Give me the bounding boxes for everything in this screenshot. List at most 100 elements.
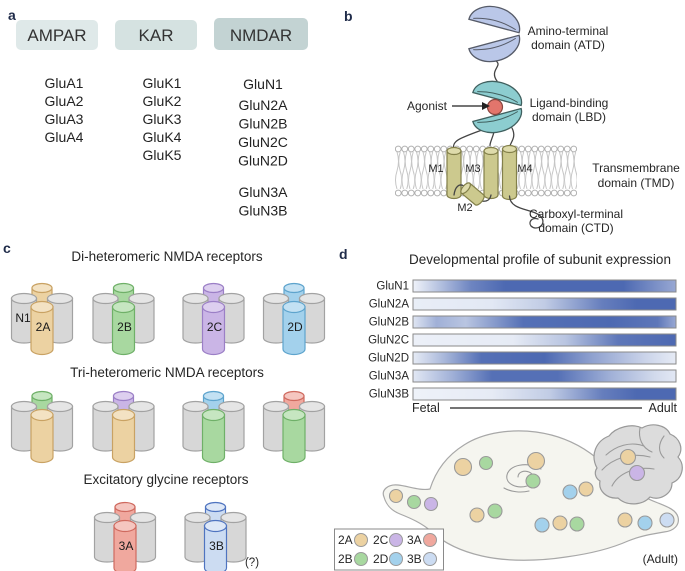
bar-label-glun2c: GluN2C bbox=[368, 335, 409, 347]
expression-bar-glun3b bbox=[412, 387, 677, 401]
di-heteromeric-title: Di-heteromeric NMDA receptors bbox=[71, 249, 263, 264]
agonist-ball bbox=[486, 98, 504, 116]
kar-header-box bbox=[115, 20, 197, 50]
m2-label: M2 bbox=[457, 202, 472, 214]
legend-swatch-3a bbox=[423, 533, 437, 547]
panel-letter-c: c bbox=[3, 240, 11, 256]
brain-circle-2c bbox=[423, 496, 439, 512]
receptor-subunit-label: 2C bbox=[207, 320, 223, 334]
panel-b: b bbox=[344, 5, 680, 235]
subunit-label: GluN3B bbox=[238, 203, 287, 219]
glun1-subunit-label: N1 bbox=[15, 311, 31, 325]
legend-swatch-2c bbox=[389, 533, 403, 547]
expression-bar-glun2d bbox=[412, 351, 677, 365]
m1-helix bbox=[446, 146, 462, 200]
subunit-label: GluK1 bbox=[143, 75, 182, 91]
ctd-label-line1: Carboxyl-terminal bbox=[529, 207, 623, 221]
hippocampus-line bbox=[503, 487, 530, 493]
subunit-label: GluK2 bbox=[143, 93, 182, 109]
brain-circle-2a bbox=[453, 457, 473, 477]
receptor-subunit-label: 2A bbox=[36, 320, 51, 334]
subunit-label: GluN1 bbox=[243, 76, 283, 92]
nmdar-header-box bbox=[214, 18, 308, 50]
lbd-domain bbox=[472, 80, 523, 134]
atd-label-line1: Amino-terminal bbox=[528, 24, 609, 38]
brain-circle-2a bbox=[619, 448, 637, 466]
legend-swatch-3b bbox=[423, 552, 437, 566]
agonist-arrowhead-icon bbox=[482, 102, 490, 110]
tmd-label-line2: domain (TMD) bbox=[598, 176, 675, 190]
subunit-label: GluN2A bbox=[238, 97, 288, 113]
expression-bar-glun1 bbox=[412, 279, 677, 293]
subunit-label: GluN2C bbox=[238, 134, 288, 150]
bar-label-glun1: GluN1 bbox=[376, 281, 409, 293]
brain-diagram bbox=[382, 424, 683, 561]
expression-bars: GluN1 GluN2A GluN2B GluN2C GluN2D GluN3A GluN3… bbox=[368, 279, 677, 401]
brain-circle-2d bbox=[562, 484, 578, 500]
adult-note: (Adult) bbox=[643, 552, 678, 566]
expression-bar-glun2c bbox=[412, 333, 677, 347]
adult-axis-label: Adult bbox=[649, 401, 678, 415]
subunit-label: GluN2D bbox=[238, 153, 288, 169]
hippocampus-spiral bbox=[506, 464, 542, 488]
receptor-subunit-label: 3B bbox=[209, 539, 224, 553]
subunit-label: GluK5 bbox=[143, 147, 182, 163]
legend-label-2d: 2D bbox=[373, 552, 389, 566]
bar-label-glun3a: GluN3A bbox=[369, 371, 410, 383]
atd-lbd-linker bbox=[493, 60, 499, 82]
bar-label-glun3b: GluN3B bbox=[369, 389, 410, 401]
legend-swatch-2a bbox=[354, 533, 368, 547]
panel-letter-d: d bbox=[339, 246, 348, 262]
subunit-label: GluA3 bbox=[45, 111, 84, 127]
legend-label-3a: 3A bbox=[407, 533, 422, 547]
m2-helix bbox=[460, 182, 485, 206]
glycine-receptors-title: Excitatory glycine receptors bbox=[83, 472, 248, 487]
legend-swatch-2b bbox=[354, 552, 368, 566]
brain-circle-2a bbox=[526, 451, 546, 471]
subunit-label: GluA2 bbox=[45, 93, 84, 109]
fetal-axis-label: Fetal bbox=[412, 401, 440, 415]
bar-label-glun2b: GluN2B bbox=[369, 317, 410, 329]
tri-heteromeric-receptor-4 bbox=[262, 390, 326, 464]
legend-swatch-2d bbox=[389, 552, 403, 566]
cerebellum-folds bbox=[601, 427, 665, 487]
brain-circle-2a bbox=[578, 481, 594, 497]
ctd-tail bbox=[508, 195, 544, 229]
m1-label: M1 bbox=[428, 163, 443, 175]
glycine-receptor-3B: 3B bbox=[184, 501, 247, 571]
panel-letter-b: b bbox=[344, 8, 353, 24]
m4-label: M4 bbox=[517, 163, 532, 175]
tmd-label-line1: Transmembrane bbox=[592, 161, 680, 175]
brain-circle-2b bbox=[406, 494, 422, 510]
di-heteromeric-receptor-2C: 2C bbox=[182, 282, 245, 356]
panel-a: a AMPAR KAR NMDAR GluA1 GluA2 GluA3 GluA… bbox=[8, 7, 308, 219]
brain-circle-2a bbox=[552, 515, 568, 531]
lbd-label-line1: Ligand-binding bbox=[530, 96, 609, 110]
ampar-header: AMPAR bbox=[27, 26, 86, 45]
panel-d: d Developmental profile of subunit expre… bbox=[334, 246, 683, 571]
ctd-label-line2: domain (CTD) bbox=[538, 221, 613, 235]
m3-label: M3 bbox=[465, 163, 480, 175]
legend-label-2b: 2B bbox=[338, 552, 353, 566]
brain-circle-3b bbox=[659, 512, 675, 528]
tri-heteromeric-title: Tri-heteromeric NMDA receptors bbox=[70, 365, 264, 380]
expression-bar-glun2b bbox=[412, 315, 677, 329]
di-heteromeric-receptor-2D: 2D bbox=[262, 282, 326, 356]
receptor-subunit-label: 2B bbox=[117, 320, 132, 334]
brain-circle-2a bbox=[469, 507, 485, 523]
brain-circle-2a bbox=[617, 512, 633, 528]
m3-helix bbox=[483, 146, 499, 200]
brain-circle-2b bbox=[487, 503, 503, 519]
lbd-label-line2: domain (LBD) bbox=[532, 110, 606, 124]
tri-heteromeric-receptor-3 bbox=[182, 390, 245, 464]
legend-label-3b: 3B bbox=[407, 552, 422, 566]
bar-label-glun2a: GluN2A bbox=[369, 299, 410, 311]
agonist-label: Agonist bbox=[407, 99, 448, 113]
brain-circle-2d bbox=[637, 515, 653, 531]
m1-m2-linker bbox=[453, 184, 465, 196]
ampar-header-box bbox=[16, 20, 98, 50]
receptor-subunit-label: 3A bbox=[119, 539, 134, 553]
bar-label-glun2d: GluN2D bbox=[368, 353, 409, 365]
